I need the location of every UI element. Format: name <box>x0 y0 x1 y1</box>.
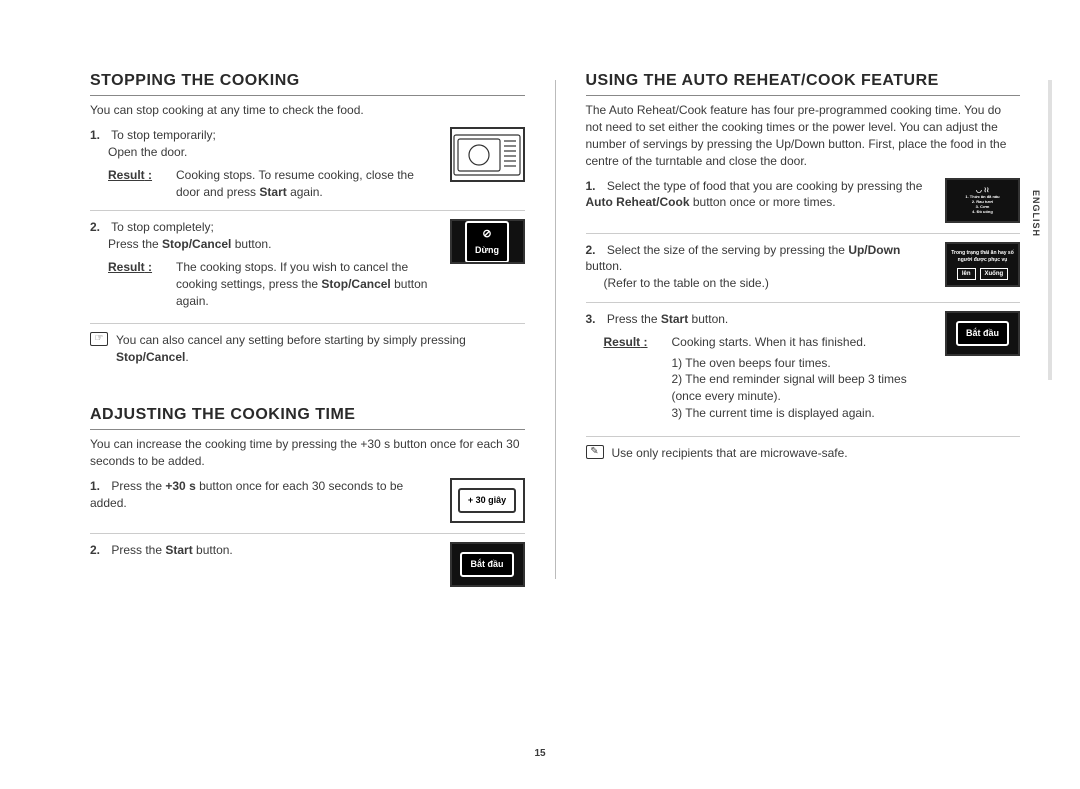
page-content: STOPPING THE COOKING You can stop cookin… <box>0 0 1080 789</box>
result-text: The cooking stops. If you wish to cancel… <box>176 259 434 309</box>
step-row: 1. Press the +30 s button once for each … <box>90 478 525 529</box>
step-text-line2: Open the door. <box>108 144 434 161</box>
step-row: 2. To stop completely; Press the Stop/Ca… <box>90 210 525 315</box>
step-num: 1. <box>586 178 604 195</box>
stop-button-illustration: ⊘ Dừng <box>450 219 525 264</box>
section1-intro: You can stop cooking at any time to chec… <box>90 102 525 119</box>
step-text: Select the type of food that you are coo… <box>586 179 923 210</box>
step-row: 3. Press the Start button. Result Cookin… <box>586 302 1021 428</box>
result-row: Result The cooking stops. If you wish to… <box>108 259 434 309</box>
result-text: Cooking starts. When it has finished. 1)… <box>672 334 930 422</box>
step-text: To stop temporarily; <box>111 128 216 142</box>
step-num: 3. <box>586 311 604 328</box>
note-icon: ☞ <box>90 332 108 346</box>
microwave-illustration <box>450 127 525 182</box>
section1-title: STOPPING THE COOKING <box>90 70 525 96</box>
note-row: ☞ You can also cancel any setting before… <box>90 323 525 366</box>
note-text: You can also cancel any setting before s… <box>116 332 525 366</box>
step-row: 1. Select the type of food that you are … <box>586 178 1021 229</box>
autoreheat-illustration: ◡ ≀≀ 1. Thức ăn đã nấu2. Rau tươi3. Cơm4… <box>945 178 1020 223</box>
section2-title: ADJUSTING THE COOKING TIME <box>90 404 525 430</box>
result-text: Cooking stops. To resume cooking, close … <box>176 167 434 201</box>
note-row: ✎ Use only recipients that are microwave… <box>586 436 1021 462</box>
result-row: Result Cooking stops. To resume cooking,… <box>108 167 434 201</box>
step-text: Press the Start button. <box>607 312 728 326</box>
left-column: STOPPING THE COOKING You can stop cookin… <box>90 70 525 759</box>
step-num: 2. <box>586 242 604 259</box>
step-num: 1. <box>90 478 108 495</box>
plus30-illustration: + 30 giây <box>450 478 525 523</box>
updown-illustration: Trong trạng thái ăn hay số người được ph… <box>945 242 1020 287</box>
start-button-illustration: Bắt đầu <box>945 311 1020 356</box>
lang-bar <box>1048 80 1052 380</box>
step-text-line2: Press the Stop/Cancel button. <box>108 236 434 253</box>
right-column: USING THE AUTO REHEAT/COOK FEATURE The A… <box>586 70 1021 759</box>
page-number: 15 <box>0 747 1080 761</box>
start-button-illustration: Bắt đầu <box>450 542 525 587</box>
column-divider <box>555 80 556 579</box>
right-intro: The Auto Reheat/Cook feature has four pr… <box>586 102 1021 169</box>
step-text: Press the +30 s button once for each 30 … <box>90 479 403 510</box>
section2-intro: You can increase the cooking time by pre… <box>90 436 525 470</box>
result-label: Result <box>604 334 664 422</box>
step-row: 1. To stop temporarily; Open the door. R… <box>90 127 525 206</box>
result-row: Result Cooking starts. When it has finis… <box>604 334 930 422</box>
step-num: 2. <box>90 219 108 236</box>
step-text: To stop completely; <box>111 220 214 234</box>
note-icon: ✎ <box>586 445 604 459</box>
step-num: 1. <box>90 127 108 144</box>
step-num: 2. <box>90 542 108 559</box>
right-title: USING THE AUTO REHEAT/COOK FEATURE <box>586 70 1021 96</box>
step-text: Select the size of the serving by pressi… <box>586 243 901 274</box>
step-row: 2. Press the Start button. Bắt đầu <box>90 533 525 593</box>
step-text: Press the Start button. <box>111 543 232 557</box>
step-subtext: (Refer to the table on the side.) <box>604 275 930 292</box>
stop-icon: ⊘ <box>482 227 491 242</box>
note-text: Use only recipients that are microwave-s… <box>612 445 848 462</box>
step-row: 2. Select the size of the serving by pre… <box>586 233 1021 298</box>
lang-tab: ENGLISH <box>1029 190 1042 237</box>
result-label: Result <box>108 167 168 201</box>
result-label: Result <box>108 259 168 309</box>
